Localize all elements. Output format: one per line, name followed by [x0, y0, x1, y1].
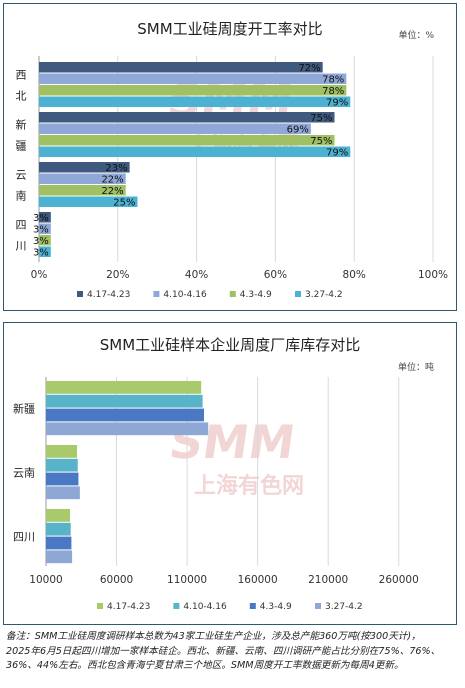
- bar-4.3-4.9-四川: [46, 536, 72, 550]
- legend-label: 3.27-4.2: [325, 602, 363, 612]
- bar-3.27-4.2-新疆: [46, 422, 209, 436]
- x-tick-label: 0%: [31, 269, 48, 281]
- inventory-chart-panel: SMM工业硅样本企业周度厂库库存对比 单位：吨 SMM 上海有色网 10000 60000…: [3, 322, 457, 625]
- legend-swatch-4.17-4.23: [77, 291, 83, 297]
- category-label-四川: 川: [16, 240, 27, 253]
- legend-label: 4.10-4.16: [163, 290, 207, 300]
- legend-swatch-3.27-4.2: [295, 291, 301, 297]
- category-label-云南: 云: [16, 169, 27, 182]
- data-label: 72%: [298, 63, 320, 74]
- bar-4.10-4.16-四川: [46, 522, 71, 536]
- x-tick-label: 60%: [264, 269, 287, 281]
- bar-4.17-4.23-四川: [39, 212, 51, 223]
- footnote: 备注：SMM工业硅周度调研样本总数为43家工业硅生产企业，涉及总产能360万吨(…: [6, 630, 458, 674]
- legend-label: 4.17-4.23: [107, 602, 150, 612]
- bar-4.3-4.9-云南: [46, 472, 79, 486]
- data-label: 3%: [33, 248, 49, 259]
- bar-4.3-4.9-云南: [39, 185, 126, 196]
- data-label: 3%: [33, 236, 49, 247]
- data-label: 78%: [322, 86, 344, 97]
- data-label: 3%: [33, 213, 49, 224]
- legend-swatch-4.10-4.16: [173, 603, 180, 609]
- legend-swatch-4.3-4.9: [229, 291, 236, 297]
- bar-4.3-4.9-四川: [39, 235, 51, 246]
- legend-label: 4.3-4.9: [240, 290, 272, 300]
- category-label-四川: 四: [16, 219, 27, 232]
- data-label: 22%: [101, 186, 123, 197]
- bar-4.17-4.23-西北: [39, 62, 323, 73]
- data-label: 79%: [326, 148, 348, 159]
- category-label-新疆: 疆: [16, 140, 27, 153]
- category-label-西北: 西: [16, 69, 27, 82]
- bar-4.17-4.23-四川: [46, 509, 70, 522]
- bar-3.27-4.2-云南: [39, 196, 138, 207]
- x-tick-label: 60000: [100, 574, 133, 586]
- bar-4.3-4.9-新疆: [46, 408, 205, 422]
- x-tick-label: 260000: [379, 574, 419, 586]
- unit-label: 单位：吨: [398, 361, 434, 373]
- bar-3.27-4.2-西北: [39, 96, 351, 107]
- bar-4.10-4.16-西北: [39, 73, 347, 84]
- category-label-四川: 四川: [13, 531, 35, 544]
- x-tick-label: 20%: [106, 269, 129, 281]
- bar-4.10-4.16-云南: [39, 173, 126, 184]
- bar-4.17-4.23-新疆: [46, 381, 202, 394]
- x-tick-label: 40%: [185, 269, 208, 281]
- legend-label: 4.3-4.9: [260, 602, 292, 612]
- x-tick-label: 110000: [167, 574, 207, 586]
- x-tick-label: 100%: [418, 269, 448, 281]
- x-tick-label: 10000: [29, 574, 62, 586]
- bar-4.17-4.23-新疆: [39, 112, 335, 123]
- x-tick-label: 80%: [343, 269, 366, 281]
- bar-4.3-4.9-新疆: [39, 135, 335, 146]
- category-label-西北: 北: [16, 90, 27, 103]
- data-label: 69%: [287, 125, 309, 136]
- category-label-新疆: 新: [16, 118, 27, 132]
- bar-4.3-4.9-西北: [39, 85, 347, 96]
- legend-label: 4.17-4.23: [87, 290, 130, 300]
- bar-3.27-4.2-四川: [46, 550, 73, 564]
- footnote-line-3: 36%、44%左右。西北包含青海宁夏甘肃三个地区。SMM周度开工率数据更新为每周…: [6, 660, 404, 671]
- category-label-云南: 云南: [13, 467, 35, 480]
- legend-swatch-4.17-4.23: [97, 603, 103, 609]
- bar-4.10-4.16-新疆: [46, 394, 203, 408]
- legend-swatch-4.10-4.16: [153, 291, 160, 297]
- chart-title: SMM工业硅周度开工率对比: [137, 20, 322, 38]
- legend-label: 3.27-4.2: [305, 290, 343, 300]
- watermark-text: 上海有色网: [194, 473, 304, 499]
- data-label: 22%: [101, 175, 123, 186]
- x-tick-label: 210000: [308, 574, 348, 586]
- chart-title: SMM工业硅样本企业周度厂库库存对比: [100, 336, 360, 354]
- bar-3.27-4.2-新疆: [39, 146, 351, 157]
- bar-3.27-4.2-云南: [46, 486, 80, 500]
- bar-4.10-4.16-云南: [46, 458, 78, 472]
- legend-swatch-4.3-4.9: [249, 603, 256, 609]
- category-label-新疆: 新疆: [13, 402, 35, 416]
- legend-swatch-3.27-4.2: [315, 603, 321, 609]
- footnote-line-2: 2025年6月5日起四川增加一家样本硅企。西北、新疆、云南、四川调研产能占比分别…: [6, 645, 441, 657]
- bar-4.10-4.16-四川: [39, 223, 51, 234]
- data-label: 23%: [105, 163, 127, 174]
- data-label: 78%: [322, 75, 344, 86]
- bar-4.10-4.16-新疆: [39, 123, 311, 134]
- bar-3.27-4.2-四川: [39, 246, 51, 257]
- unit-label: 单位：%: [398, 29, 434, 41]
- data-label: 75%: [310, 113, 332, 124]
- bar-4.17-4.23-云南: [39, 162, 130, 173]
- data-label: 79%: [326, 98, 348, 109]
- bar-4.17-4.23-云南: [46, 445, 78, 458]
- operating-rate-chart: SMM工业硅周度开工率对比单位：%SMM上海有色网0%20%40%60%80%1…: [16, 20, 449, 300]
- data-label: 3%: [33, 225, 49, 236]
- data-label: 75%: [310, 136, 332, 147]
- footnote-line-1: 备注：SMM工业硅周度调研样本总数为43家工业硅生产企业，涉及总产能360万吨(…: [6, 631, 421, 642]
- operating-rate-chart-panel: SMM工业硅周度开工率对比单位：%SMM上海有色网0%20%40%60%80%1…: [3, 3, 457, 311]
- legend-label: 4.10-4.16: [183, 602, 227, 612]
- category-label-云南: 南: [16, 190, 27, 203]
- data-label: 25%: [113, 198, 135, 209]
- x-tick-label: 160000: [238, 574, 278, 586]
